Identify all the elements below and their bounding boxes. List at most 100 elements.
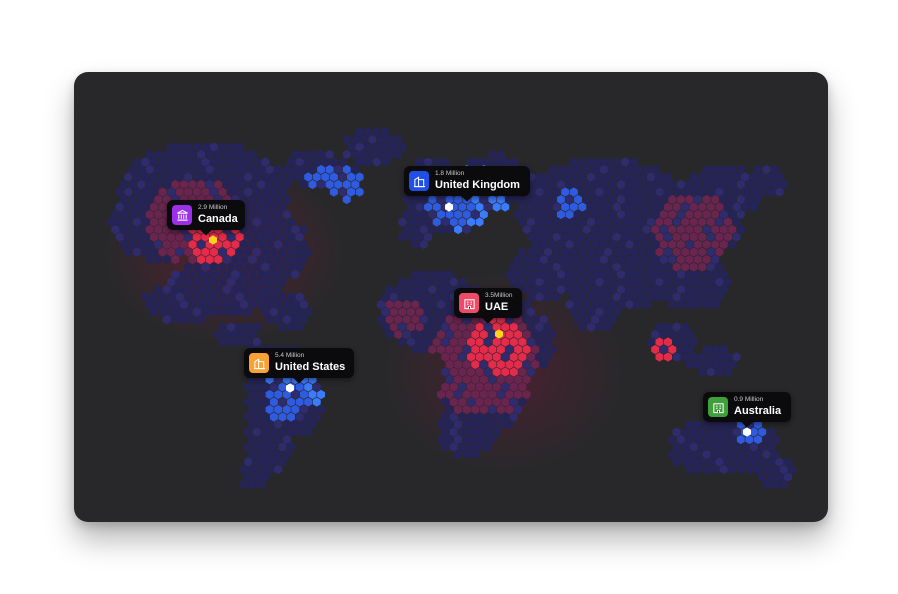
marker-uae[interactable]: 3.5Million UAE — [454, 288, 522, 318]
map-hex — [681, 247, 690, 257]
map-hex — [616, 254, 625, 265]
map-hex — [158, 247, 167, 257]
map-hex — [351, 179, 360, 190]
map-hex — [287, 217, 295, 227]
map-hex — [475, 427, 484, 437]
map-hex — [454, 209, 463, 220]
map-hex — [664, 172, 672, 182]
map-hex — [659, 224, 668, 235]
map-hex — [749, 187, 758, 197]
map-hex — [531, 194, 540, 205]
map-hex — [244, 172, 253, 182]
map-hex — [437, 419, 445, 430]
map-hex — [295, 382, 304, 392]
map-hex — [561, 262, 570, 272]
map-hex — [248, 464, 257, 475]
map-hex — [432, 307, 441, 317]
map-hex — [655, 262, 664, 272]
map-hex — [578, 247, 587, 257]
map-hex — [608, 239, 617, 250]
map-hex — [616, 164, 625, 175]
map-hex — [711, 194, 720, 205]
map-hex — [484, 367, 493, 377]
map-hex — [488, 419, 497, 430]
map-hex — [467, 202, 475, 212]
map-hex — [578, 292, 587, 302]
map-hex — [552, 217, 561, 227]
map-hex — [428, 344, 437, 355]
map-hex — [612, 262, 621, 272]
map-hex — [424, 277, 433, 287]
map-hex — [501, 367, 510, 377]
map-hex — [184, 142, 193, 152]
map-hex — [458, 202, 467, 212]
map-hex — [505, 404, 514, 415]
map-hex — [651, 179, 660, 190]
map-hex — [548, 224, 557, 235]
map-hex — [312, 412, 321, 422]
map-hex — [167, 187, 176, 197]
map-hex — [428, 284, 437, 295]
map-hex — [355, 172, 364, 182]
map-hex — [544, 292, 553, 302]
map-hex — [334, 164, 343, 175]
map-hex — [698, 457, 707, 467]
map-hex — [244, 382, 253, 392]
map-hex — [432, 202, 441, 212]
map-hex — [676, 269, 685, 280]
map-hex — [458, 427, 467, 437]
map-hex — [218, 247, 227, 257]
map-hex — [552, 277, 561, 287]
map-hex — [261, 442, 270, 452]
map-hex — [621, 292, 630, 302]
map-hex — [282, 299, 291, 310]
map-hex — [698, 247, 707, 257]
map-hex — [552, 232, 561, 242]
map-hex — [154, 284, 163, 295]
map-hex — [698, 172, 707, 182]
marker-hex — [286, 383, 294, 393]
marker-country: Australia — [734, 405, 782, 418]
map-hex — [115, 187, 124, 197]
map-hex — [582, 179, 591, 190]
map-hex — [128, 179, 137, 190]
map-hex — [120, 239, 128, 250]
map-hex — [711, 464, 720, 475]
map-hex — [154, 179, 163, 190]
map-hex — [222, 149, 231, 160]
map-hex — [535, 232, 544, 242]
map-hex — [299, 254, 308, 265]
map-hex — [719, 269, 728, 280]
map-hex — [664, 277, 672, 287]
hex-world-map[interactable] — [74, 72, 828, 522]
map-hex — [235, 277, 244, 287]
map-hex — [689, 232, 698, 242]
map-hex — [248, 209, 257, 220]
map-hex — [492, 427, 501, 437]
map-hex — [278, 412, 287, 422]
map-hex — [150, 172, 158, 182]
map-hex — [758, 172, 767, 182]
marker-canada[interactable]: 2.9 Million Canada — [167, 200, 245, 230]
map-hex — [222, 164, 231, 175]
marker-united-states[interactable]: 5.4 Million United States — [244, 348, 354, 378]
map-hex — [145, 209, 154, 220]
map-hex — [779, 464, 788, 475]
map-hex — [565, 164, 574, 175]
map-hex — [492, 157, 501, 167]
map-hex — [702, 179, 711, 190]
map-hex — [664, 352, 672, 362]
map-hex — [505, 329, 514, 340]
map-hex — [428, 329, 437, 340]
marker-australia[interactable]: 0.9 Million Australia — [703, 392, 791, 422]
map-hex — [132, 217, 141, 227]
marker-united-kingdom[interactable]: 1.8 Million United Kingdom — [404, 166, 530, 196]
map-hex — [145, 179, 154, 190]
map-hex — [398, 217, 407, 227]
map-hex — [711, 434, 720, 445]
map-hex — [518, 337, 527, 347]
map-hex — [419, 239, 428, 250]
map-hex — [402, 209, 411, 220]
map-hex — [222, 179, 231, 190]
map-hex — [582, 239, 591, 250]
